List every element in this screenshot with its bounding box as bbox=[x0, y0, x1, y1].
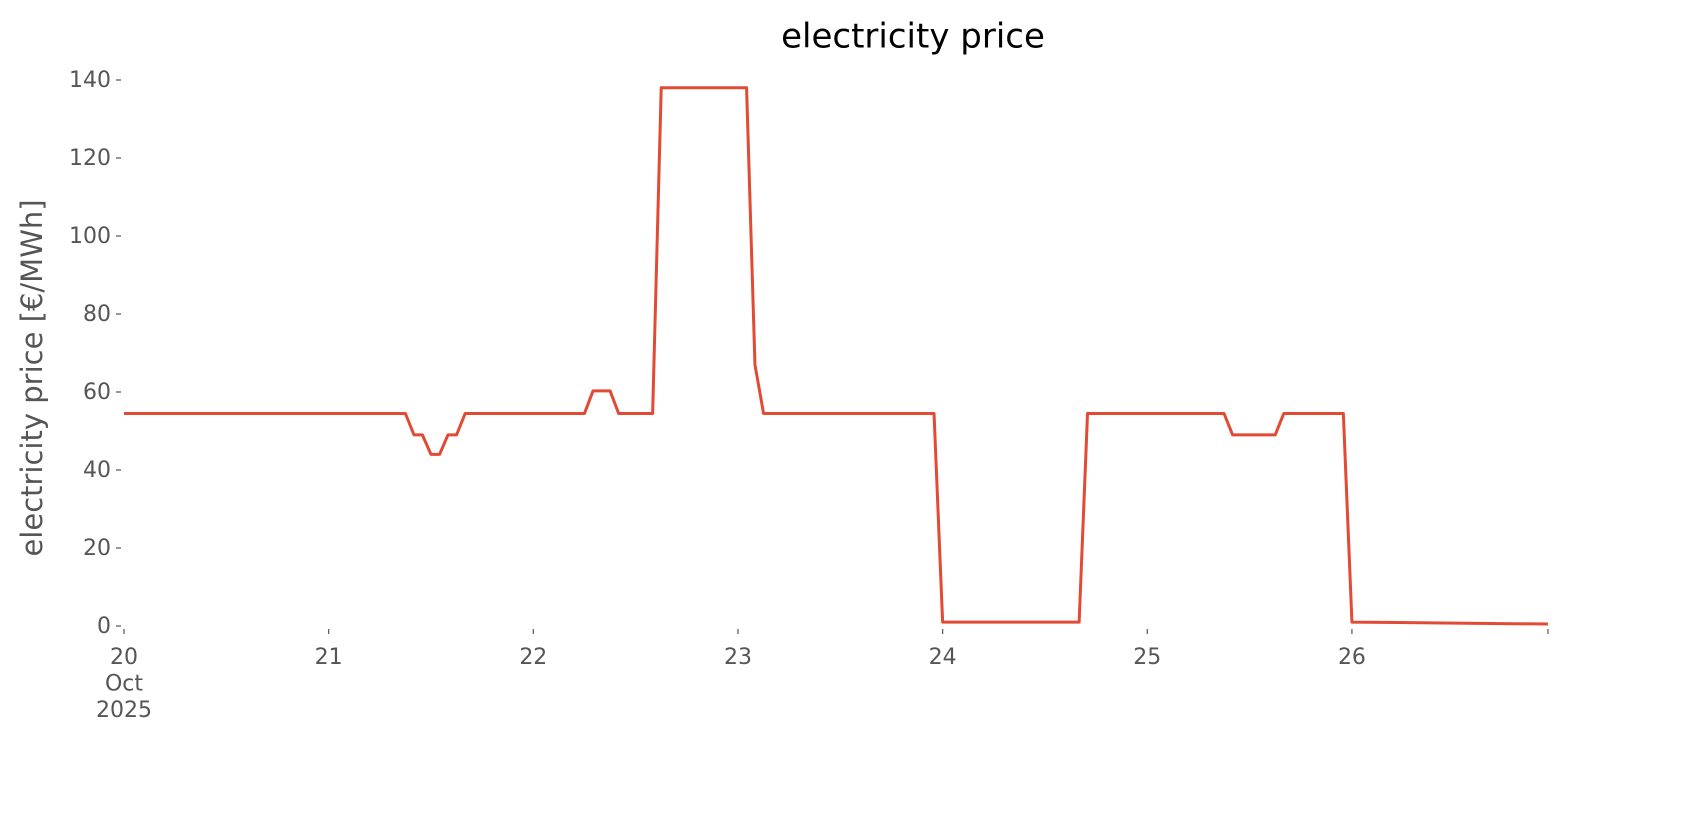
y-tick-label: 60 bbox=[83, 380, 111, 405]
y-tick-label: 40 bbox=[83, 458, 111, 483]
y-tick-label: 20 bbox=[83, 536, 111, 561]
x-tick-label: 24 bbox=[929, 645, 957, 670]
x-tick-label: 22 bbox=[519, 645, 547, 670]
y-tick-label: 120 bbox=[69, 146, 111, 171]
price-line bbox=[124, 86, 1549, 626]
x-tick-label: 25 bbox=[1133, 645, 1161, 670]
x-tick-label: 21 bbox=[315, 645, 343, 670]
x-tick-label: 26 bbox=[1338, 645, 1366, 670]
y-tick-label: 100 bbox=[69, 224, 111, 249]
y-axis-label: electricity price [€/MWh] bbox=[15, 199, 49, 556]
y-tick-label: 80 bbox=[83, 302, 111, 327]
y-tick-label: 0 bbox=[97, 614, 111, 639]
chart-title: electricity price bbox=[781, 17, 1045, 57]
x-tick-label: 23 bbox=[724, 645, 752, 670]
x-tick-label: 20 Oct 2025 bbox=[96, 645, 152, 723]
y-tick-label: 140 bbox=[69, 68, 111, 93]
